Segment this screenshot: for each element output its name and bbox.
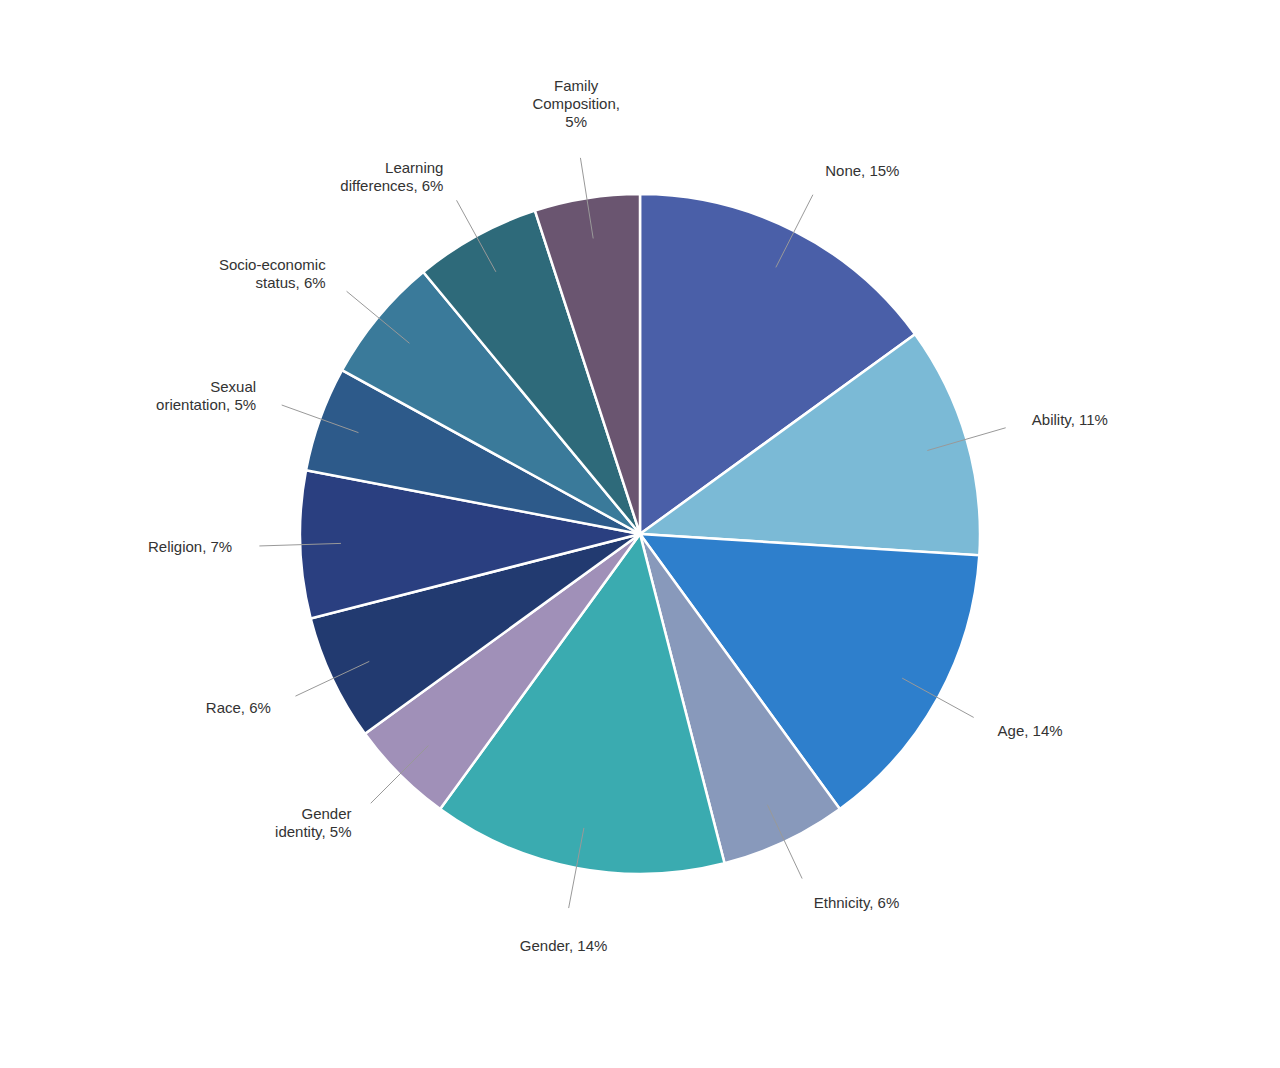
- leader-line: [767, 805, 802, 879]
- leader-line: [927, 428, 1005, 451]
- leader-line: [259, 543, 341, 546]
- data-label: FamilyComposition,5%: [532, 77, 620, 130]
- labels: None, 15% Ability, 11% Age, 14% Ethnicity, …: [148, 77, 1108, 954]
- data-label: Ethnicity, 6%: [814, 894, 900, 911]
- pie: None, 15% Ability, 11% Age, 14% Ethnicity, …: [148, 77, 1108, 954]
- data-label: None, 15%: [825, 162, 899, 179]
- leader-line: [371, 746, 429, 804]
- data-label: Sexualorientation, 5%: [156, 378, 256, 413]
- data-label: Socio-economicstatus, 6%: [219, 256, 326, 291]
- data-label: Age, 14%: [998, 722, 1063, 739]
- leader-line: [347, 291, 410, 343]
- slices: [300, 194, 980, 874]
- leader-line: [569, 828, 584, 908]
- slice: [535, 194, 640, 534]
- data-label: Learningdifferences, 6%: [340, 159, 443, 194]
- leader-lines: [259, 158, 1005, 908]
- leader-line: [282, 405, 359, 433]
- data-label: Ability, 11%: [1032, 411, 1108, 428]
- data-label: Genderidentity, 5%: [275, 805, 351, 840]
- leader-line: [457, 200, 496, 272]
- data-label: Gender, 14%: [520, 937, 608, 954]
- data-label: Race, 6%: [206, 699, 271, 716]
- slice: [640, 334, 980, 555]
- leader-line: [776, 195, 813, 268]
- leader-line: [902, 678, 974, 717]
- leader-line: [295, 661, 369, 696]
- data-label: Religion, 7%: [148, 538, 232, 555]
- chart: None, 15% Ability, 11% Age, 14% Ethnicity, …: [0, 0, 1280, 1068]
- leader-line: [580, 158, 593, 239]
